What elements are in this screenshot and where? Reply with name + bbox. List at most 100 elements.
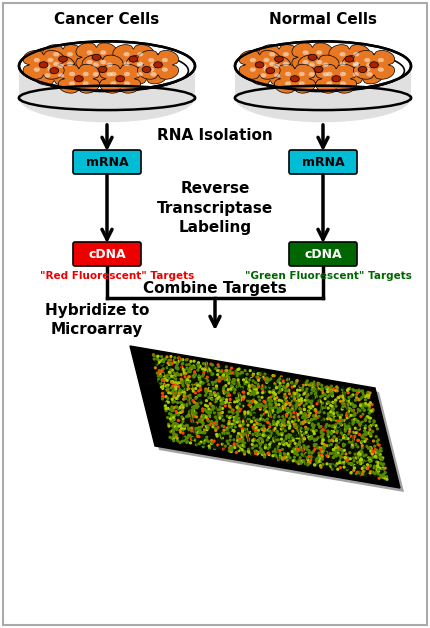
Circle shape	[289, 392, 290, 394]
Circle shape	[350, 403, 352, 404]
Circle shape	[301, 398, 302, 399]
Circle shape	[153, 355, 155, 356]
Circle shape	[346, 414, 348, 416]
Circle shape	[208, 420, 209, 422]
Circle shape	[181, 363, 183, 365]
Circle shape	[218, 440, 220, 441]
Polygon shape	[130, 346, 400, 488]
Circle shape	[369, 460, 371, 461]
Circle shape	[218, 381, 220, 382]
Circle shape	[370, 433, 372, 435]
Circle shape	[163, 360, 165, 362]
Circle shape	[299, 386, 301, 387]
Circle shape	[278, 404, 280, 406]
Ellipse shape	[283, 62, 289, 66]
Circle shape	[199, 431, 201, 433]
Circle shape	[320, 432, 322, 433]
Circle shape	[350, 435, 352, 437]
Circle shape	[166, 385, 167, 387]
Ellipse shape	[260, 63, 267, 68]
Circle shape	[259, 408, 261, 410]
Circle shape	[197, 395, 199, 397]
Circle shape	[373, 440, 375, 442]
Circle shape	[220, 398, 222, 400]
Circle shape	[355, 457, 356, 458]
Circle shape	[187, 385, 190, 386]
Circle shape	[336, 463, 338, 465]
Circle shape	[173, 361, 175, 363]
Circle shape	[305, 391, 307, 392]
Circle shape	[234, 426, 237, 428]
Ellipse shape	[370, 62, 378, 68]
Circle shape	[184, 392, 186, 394]
Circle shape	[161, 372, 163, 374]
Circle shape	[166, 379, 168, 381]
Circle shape	[368, 431, 370, 433]
Circle shape	[317, 447, 319, 449]
Circle shape	[337, 468, 339, 470]
Circle shape	[197, 384, 198, 386]
Circle shape	[295, 452, 297, 454]
Circle shape	[329, 463, 331, 465]
Circle shape	[293, 396, 295, 398]
Circle shape	[369, 412, 370, 414]
Circle shape	[368, 409, 369, 410]
Circle shape	[305, 416, 307, 418]
Circle shape	[176, 365, 178, 367]
Circle shape	[308, 452, 310, 454]
Circle shape	[238, 450, 240, 452]
Circle shape	[266, 381, 267, 383]
Circle shape	[217, 370, 218, 372]
Circle shape	[248, 385, 250, 387]
Circle shape	[296, 415, 298, 417]
Circle shape	[203, 425, 205, 427]
Circle shape	[341, 436, 343, 437]
Circle shape	[159, 373, 161, 375]
Circle shape	[359, 472, 360, 474]
Circle shape	[215, 423, 216, 425]
Circle shape	[162, 361, 164, 362]
Circle shape	[361, 452, 362, 453]
Circle shape	[216, 428, 218, 430]
Ellipse shape	[150, 63, 157, 67]
Circle shape	[366, 440, 368, 441]
Ellipse shape	[326, 72, 332, 76]
Circle shape	[161, 360, 163, 362]
Circle shape	[190, 408, 191, 410]
Circle shape	[298, 432, 300, 434]
Circle shape	[324, 406, 326, 408]
Circle shape	[169, 374, 172, 376]
Circle shape	[362, 405, 364, 407]
Circle shape	[363, 409, 365, 411]
Circle shape	[197, 364, 198, 366]
Circle shape	[361, 463, 362, 465]
Circle shape	[304, 463, 306, 465]
Circle shape	[322, 419, 324, 421]
Circle shape	[251, 432, 253, 433]
Circle shape	[319, 458, 321, 459]
Circle shape	[323, 412, 325, 414]
Circle shape	[256, 402, 258, 404]
Circle shape	[218, 394, 220, 396]
Circle shape	[212, 384, 214, 385]
Circle shape	[187, 396, 188, 398]
Circle shape	[308, 436, 310, 438]
Circle shape	[292, 395, 294, 397]
Circle shape	[180, 431, 181, 433]
Circle shape	[190, 371, 191, 372]
Circle shape	[173, 396, 175, 398]
Circle shape	[244, 451, 246, 453]
Circle shape	[177, 426, 179, 428]
Circle shape	[350, 439, 352, 441]
Circle shape	[305, 384, 307, 386]
Circle shape	[286, 401, 288, 402]
Circle shape	[293, 416, 295, 418]
Circle shape	[171, 381, 172, 383]
Circle shape	[204, 432, 206, 433]
Circle shape	[206, 440, 208, 441]
Circle shape	[237, 380, 239, 382]
Circle shape	[212, 387, 214, 389]
Circle shape	[257, 392, 258, 394]
Circle shape	[286, 390, 288, 392]
Circle shape	[259, 407, 261, 409]
